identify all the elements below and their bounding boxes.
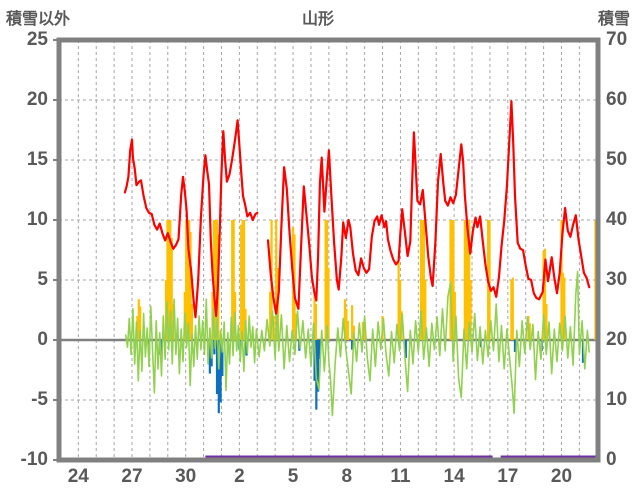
left-axis-tick-label: 25 bbox=[26, 29, 48, 50]
x-axis-tick-label: 30 bbox=[175, 466, 197, 487]
x-axis-tick-label: 17 bbox=[497, 466, 519, 487]
plot-frame bbox=[56, 37, 601, 463]
right-axis-tick-label: 60 bbox=[606, 89, 628, 110]
red-line bbox=[123, 119, 259, 319]
right-axis-tick-label: 0 bbox=[606, 449, 617, 470]
chart-title: 山形 bbox=[301, 11, 334, 28]
left-axis-tick-label: 0 bbox=[37, 329, 48, 350]
x-axis-tick-label: 14 bbox=[443, 466, 465, 487]
x-axis-tick-label: 11 bbox=[390, 466, 411, 487]
x-axis-tick-label: 8 bbox=[341, 466, 353, 487]
right-axis-tick-label: 30 bbox=[606, 269, 628, 290]
x-axis-tick-label: 2 bbox=[234, 466, 245, 487]
left-axis-tick-label: 10 bbox=[26, 209, 48, 230]
x-axis-tick-label: 24 bbox=[67, 466, 89, 487]
left-axis-tick-label: 20 bbox=[26, 89, 48, 110]
right-axis-tick-label: 70 bbox=[606, 29, 628, 50]
x-axis-tick-label: 5 bbox=[287, 466, 299, 487]
left-axis-tick-label: -10 bbox=[20, 449, 48, 470]
x-axis-tick-label: 27 bbox=[121, 466, 143, 487]
x-axis-tick-label: 20 bbox=[550, 466, 573, 487]
red-line bbox=[266, 100, 591, 315]
right-axis-tick-label: 50 bbox=[606, 149, 628, 170]
left-axis-tick-label: 5 bbox=[37, 269, 48, 290]
right-axis-tick-label: 20 bbox=[606, 329, 628, 350]
left-axis-title: 積雪以外 bbox=[6, 11, 71, 28]
right-axis-title: 積雪 bbox=[597, 11, 630, 28]
right-axis-tick-label: 40 bbox=[606, 209, 628, 230]
left-axis-tick-label: 15 bbox=[26, 149, 48, 170]
green-line bbox=[124, 270, 590, 417]
left-axis-tick-label: -5 bbox=[31, 389, 48, 410]
right-axis-tick-label: 10 bbox=[606, 389, 628, 410]
